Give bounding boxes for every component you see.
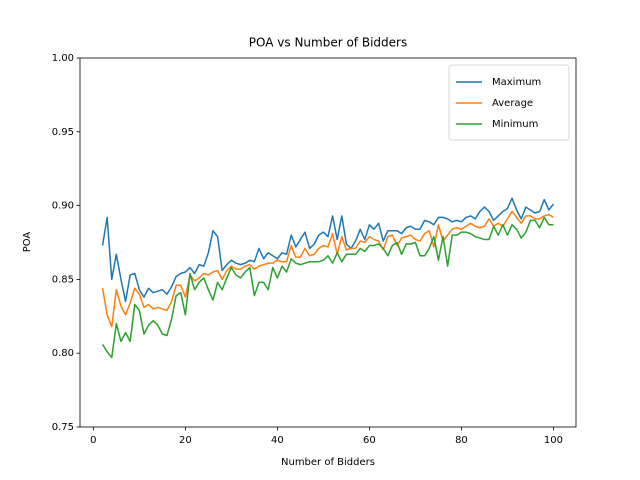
x-tick-label: 60 (363, 435, 376, 446)
y-tick-label: 0.75 (52, 422, 74, 433)
y-tick-label: 0.90 (52, 201, 74, 212)
chart-title: POA vs Number of Bidders (249, 36, 407, 50)
series-line (101, 210, 554, 328)
x-tick-label: 20 (179, 435, 192, 446)
x-tick-label: 40 (271, 435, 284, 446)
y-tick-label: 1.00 (52, 53, 74, 64)
y-axis-label: POA (22, 232, 33, 253)
plot-frame (79, 57, 577, 428)
legend-label: Maximum (492, 77, 541, 88)
x-axis-label: Number of Bidders (281, 457, 375, 468)
x-tick-label: 0 (90, 435, 96, 446)
y-tick-label: 0.95 (52, 127, 74, 138)
series-line (101, 216, 554, 359)
legend-label: Average (492, 98, 533, 109)
legend-label: Minimum (492, 119, 538, 130)
y-tick-label: 0.85 (52, 274, 74, 285)
series-line (101, 197, 555, 303)
legend-box (448, 64, 570, 141)
x-tick-label: 80 (455, 435, 468, 446)
x-tick-label: 100 (544, 435, 563, 446)
y-tick-label: 0.80 (52, 348, 74, 359)
